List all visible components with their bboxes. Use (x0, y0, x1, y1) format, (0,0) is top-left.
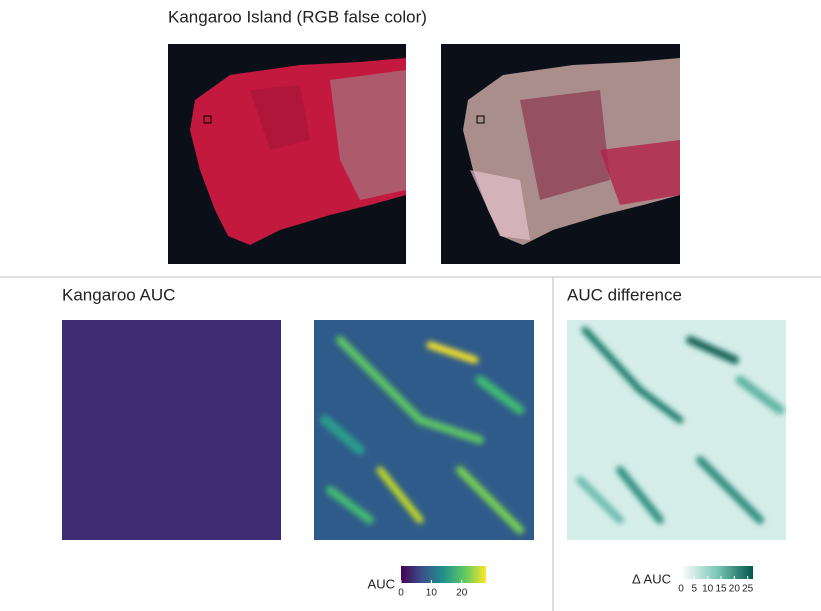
colorbar-tick-label: 10 (702, 584, 714, 595)
auc-map (62, 320, 281, 540)
satellite-image (168, 44, 406, 264)
colorbar-tick-label: 0 (398, 588, 404, 599)
colorbar-tick-label: 0 (678, 584, 684, 595)
colorbar (401, 566, 486, 583)
colorbar-label: Δ AUC (632, 571, 671, 586)
colorbar-tick-label: 5 (692, 584, 698, 595)
colorbar-label: AUC (368, 576, 395, 591)
auc-title: Kangaroo AUC (62, 285, 175, 304)
auc-map (314, 320, 534, 540)
diff-title: AUC difference (567, 285, 682, 304)
colorbar (681, 566, 753, 579)
colorbar-tick-label: 20 (456, 588, 468, 599)
colorbar-tick-label: 15 (715, 584, 727, 595)
top-title: Kangaroo Island (RGB false color) (168, 7, 427, 26)
diff-map (567, 320, 786, 540)
colorbar-tick-label: 10 (426, 588, 438, 599)
colorbar-tick-label: 20 (729, 584, 741, 595)
colorbar-tick-label: 25 (742, 584, 754, 595)
satellite-image (441, 44, 680, 264)
